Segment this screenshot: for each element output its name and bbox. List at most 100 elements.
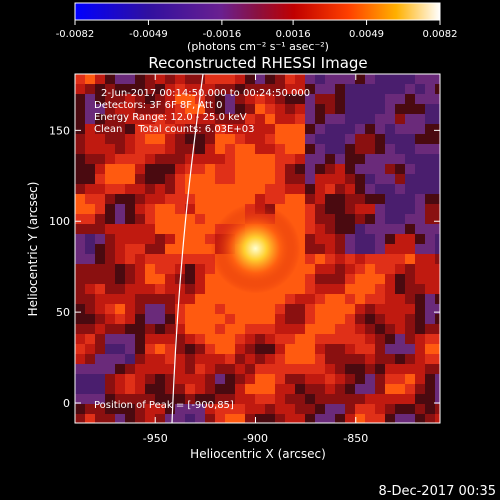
heatmap-cell (225, 174, 235, 184)
heatmap-cell (115, 274, 125, 284)
heatmap-cell (105, 244, 115, 254)
heatmap-cell (295, 404, 305, 414)
heatmap-cell (395, 264, 405, 274)
heatmap-cell (365, 154, 375, 164)
heatmap-cell (415, 304, 425, 314)
heatmap-cell (205, 414, 215, 423)
heatmap-cell (265, 184, 275, 194)
heatmap-cell (165, 314, 175, 324)
heatmap-cell (155, 194, 165, 204)
heatmap-cell (75, 324, 85, 334)
heatmap-cell (145, 264, 155, 274)
heatmap-cell (315, 244, 325, 254)
heatmap-cell (215, 164, 225, 174)
heatmap-cell (235, 354, 245, 364)
heatmap-cell (195, 274, 205, 284)
heatmap-cell (305, 234, 315, 244)
heatmap-cell (385, 244, 395, 254)
heatmap-cell (135, 374, 145, 384)
heatmap-cell (285, 84, 295, 94)
heatmap-cell (155, 244, 165, 254)
heatmap-cell (345, 284, 355, 294)
heatmap-cell (175, 124, 185, 134)
heatmap-cell (385, 164, 395, 174)
solar-limb (171, 74, 204, 423)
heatmap-cell (135, 234, 145, 244)
heatmap-cell (255, 94, 265, 104)
heatmap-cell (195, 74, 205, 84)
heatmap-cell (175, 394, 185, 404)
heatmap-cell (245, 364, 255, 374)
heatmap-cell (95, 414, 105, 423)
heatmap-cell (205, 284, 215, 294)
heatmap-cell (265, 324, 275, 334)
heatmap-cell (355, 224, 365, 234)
heatmap-cell (125, 174, 135, 184)
heatmap-cell (85, 394, 95, 404)
heatmap-cell (225, 74, 235, 84)
heatmap-cell (395, 204, 405, 214)
heatmap-cell (375, 264, 385, 274)
heatmap-cell (395, 314, 405, 324)
heatmap-cell (265, 414, 275, 423)
heatmap-cell (325, 384, 335, 394)
heatmap-cell (425, 294, 435, 304)
heatmap-cell (205, 214, 215, 224)
heatmap-cell (345, 364, 355, 374)
heatmap-cell (245, 324, 255, 334)
heatmap-cell (305, 284, 315, 294)
heatmap-cell (185, 154, 195, 164)
heatmap-cell (105, 264, 115, 274)
heatmap-cell (335, 74, 345, 84)
heatmap-cell (215, 204, 225, 214)
heatmap-cell (145, 364, 155, 374)
heatmap-cell (235, 334, 245, 344)
heatmap-cell (335, 194, 345, 204)
heatmap-cell (375, 304, 385, 314)
heatmap-cell (165, 84, 175, 94)
heatmap-cell (225, 374, 235, 384)
heatmap-cell (245, 314, 255, 324)
heatmap-cell (295, 264, 305, 274)
heatmap-cell (325, 414, 335, 423)
heatmap-cell (125, 324, 135, 334)
heatmap-cell (125, 354, 135, 364)
heatmap-cell (325, 174, 335, 184)
heatmap-cell (225, 204, 235, 214)
heatmap-cell (405, 274, 415, 284)
heatmap-cell (395, 114, 405, 124)
heatmap-cell (375, 194, 385, 204)
heatmap-cell (405, 324, 415, 334)
heatmap-cell (75, 344, 85, 354)
heatmap-cell (255, 374, 265, 384)
heatmap-cell (175, 314, 185, 324)
heatmap-cell (135, 184, 145, 194)
heatmap-cell (145, 184, 155, 194)
heatmap-cell (385, 344, 395, 354)
heatmap-cell (185, 164, 195, 174)
heatmap-cell (195, 84, 205, 94)
heatmap-cell (265, 154, 275, 164)
heatmap-cell (95, 274, 105, 284)
heatmap-cell (345, 204, 355, 214)
heatmap-cell (245, 144, 255, 154)
heatmap-cell (345, 324, 355, 334)
heatmap-cell (385, 324, 395, 334)
heatmap-cell (315, 134, 325, 144)
heatmap-cell (95, 304, 105, 314)
heatmap-cell (275, 384, 285, 394)
heatmap-cell (185, 404, 195, 414)
heatmap-cell (205, 144, 215, 154)
heatmap-cell (195, 344, 205, 354)
heatmap-cell (415, 94, 425, 104)
heatmap-cell (145, 194, 155, 204)
heatmap-cell (105, 374, 115, 384)
heatmap-cell (425, 224, 435, 234)
heatmap-cell (165, 274, 175, 284)
heatmap-cell (245, 334, 255, 344)
heatmap-cell (105, 144, 115, 154)
heatmap-cell (115, 94, 125, 104)
heatmap-cell (375, 74, 385, 84)
heatmap-cell (185, 214, 195, 224)
heatmap-cell (365, 114, 375, 124)
